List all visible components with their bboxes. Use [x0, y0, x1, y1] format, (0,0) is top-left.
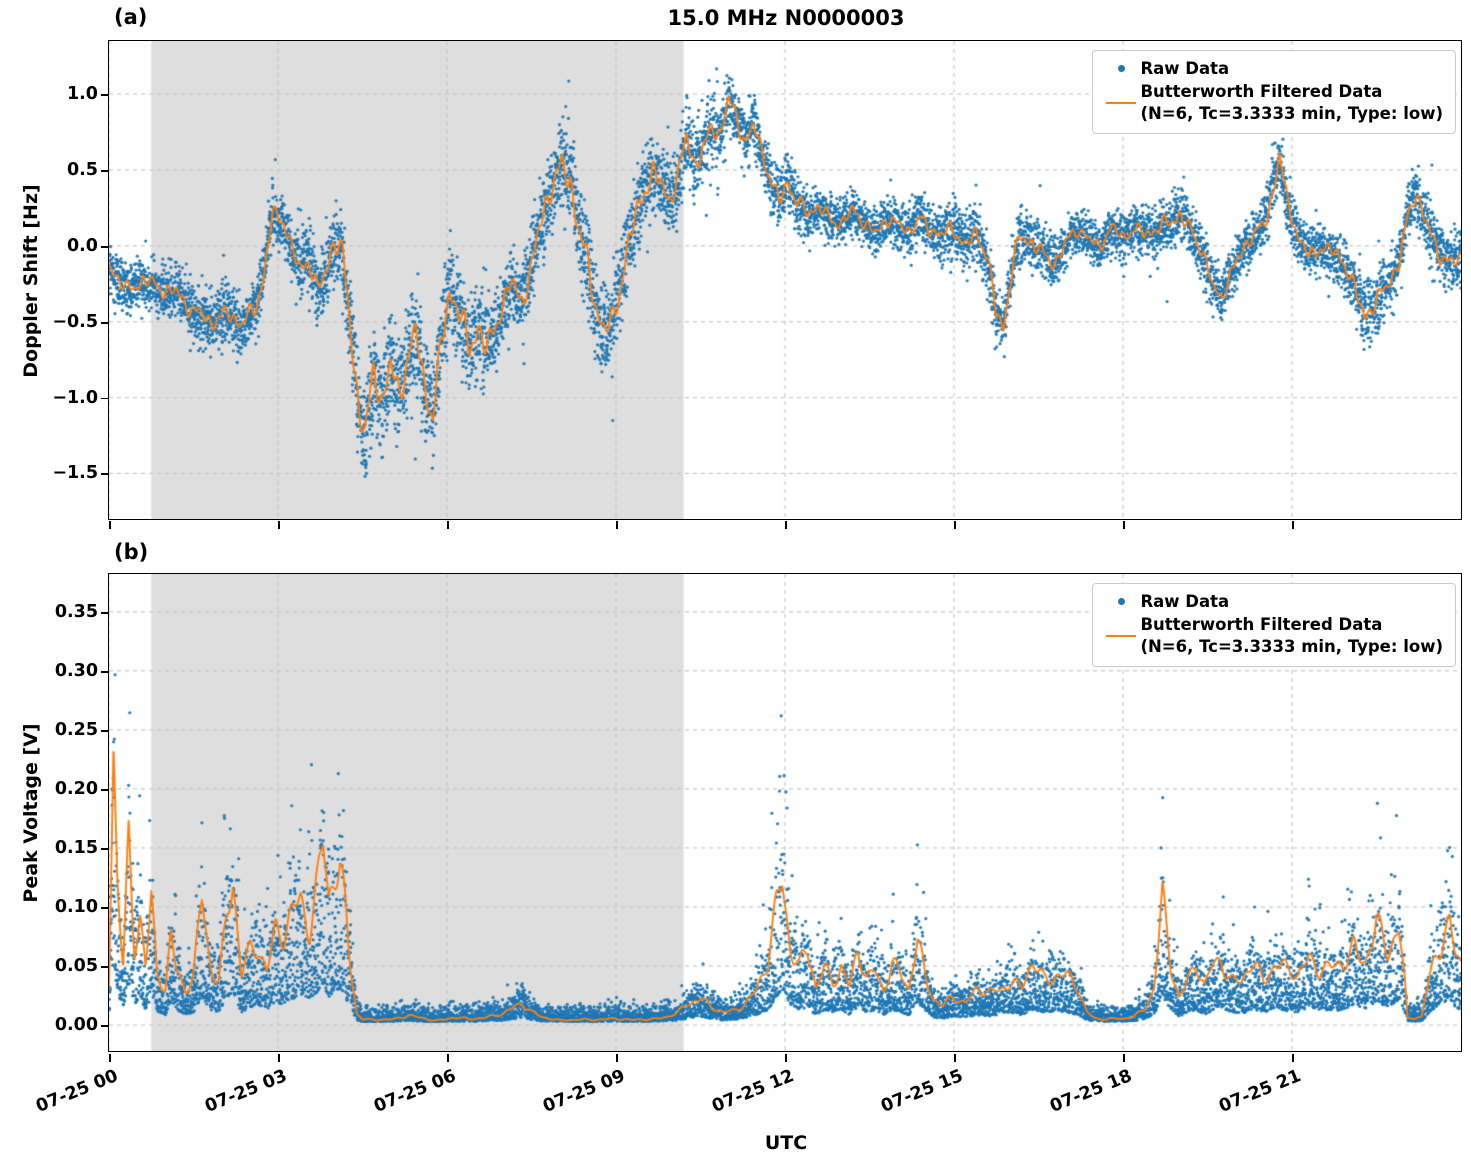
x-tick-mark [1123, 1054, 1125, 1062]
y-tick-label: 0.05 [54, 955, 98, 976]
legend-filtered-label: Butterworth Filtered Data [1140, 615, 1383, 635]
y-tick-label: 0.5 [66, 159, 98, 180]
y-tick-label: 0.15 [54, 837, 98, 858]
x-tick-label: 07-25 06 [370, 1066, 459, 1117]
legend-marker-cell [1102, 634, 1140, 638]
legend-raw-label: Raw Data [1140, 59, 1230, 78]
x-tick-mark [616, 521, 618, 529]
x-tick-mark [785, 1054, 787, 1062]
y-tick-label: 0.30 [54, 660, 98, 681]
legend-filtered-sublabel: (N=6, Tc=3.3333 min, Type: low) [1140, 103, 1443, 123]
legend-entry-raw: Raw Data [1102, 591, 1443, 612]
raw-data-marker-icon [1117, 65, 1125, 73]
x-tick-mark [1123, 521, 1125, 529]
y-tick-label: 0.25 [54, 719, 98, 740]
y-tick-label: 0.10 [54, 896, 98, 917]
x-tick-mark [616, 1054, 618, 1062]
x-tick-mark [278, 1054, 280, 1062]
legend-filtered-label: Butterworth Filtered Data [1140, 82, 1383, 102]
legend-marker-cell [1102, 598, 1140, 606]
x-tick-label: 07-25 21 [1215, 1066, 1304, 1117]
y-tick-mark [101, 473, 109, 476]
filtered-data-marker-icon [1106, 634, 1137, 638]
legend-marker-cell [1102, 65, 1140, 73]
x-tick-label: 07-25 15 [877, 1066, 966, 1117]
y-tick-label: 0.00 [54, 1015, 98, 1036]
legend-entry-raw: Raw Data [1102, 58, 1443, 79]
y-tick-mark [101, 169, 109, 172]
y-tick-label: −0.5 [52, 311, 98, 332]
y-tick-label: 1.0 [66, 84, 98, 105]
chart-title: 15.0 MHz N0000003 [667, 6, 905, 30]
y-tick-mark [101, 94, 109, 96]
x-tick-label: 07-25 18 [1046, 1066, 1135, 1117]
y-tick-mark [101, 245, 109, 248]
x-tick-mark [1292, 1054, 1294, 1062]
legend-doppler: Raw Data Butterworth Filtered Data (N=6,… [1092, 50, 1456, 135]
y-tick-mark [101, 321, 109, 324]
legend-entry-filtered: Butterworth Filtered Data (N=6, Tc=3.333… [1102, 614, 1443, 657]
y-tick-label: 0.20 [54, 778, 98, 799]
filtered-data-marker-icon [1106, 101, 1137, 105]
legend-raw-label: Raw Data [1140, 592, 1230, 611]
legend-voltage: Raw Data Butterworth Filtered Data (N=6,… [1092, 583, 1456, 668]
y-tick-label: 0.35 [54, 601, 98, 622]
y-tick-mark [101, 906, 109, 909]
y-tick-mark [101, 729, 109, 732]
y-axis-label-voltage: Peak Voltage [V] [20, 723, 42, 903]
x-tick-mark [954, 521, 956, 529]
panel-label-a: (a) [114, 5, 148, 29]
y-tick-mark [101, 397, 109, 400]
panel-label-b: (b) [114, 540, 149, 564]
x-tick-label: 07-25 12 [708, 1066, 797, 1117]
x-tick-mark [109, 521, 111, 529]
x-tick-label: 07-25 00 [32, 1066, 121, 1117]
x-tick-mark [785, 521, 787, 529]
y-tick-label: 0.0 [66, 235, 98, 256]
y-tick-mark [101, 670, 109, 673]
y-axis-label-doppler: Doppler Shift [Hz] [20, 184, 42, 378]
legend-marker-cell [1102, 101, 1140, 105]
legend-filtered-sublabel: (N=6, Tc=3.3333 min, Type: low) [1140, 636, 1443, 656]
x-tick-label: 07-25 03 [201, 1066, 290, 1117]
x-tick-mark [447, 1054, 449, 1062]
y-tick-mark [101, 611, 109, 614]
y-tick-mark [101, 1025, 109, 1027]
y-tick-label: −1.5 [52, 463, 98, 484]
y-tick-mark [101, 847, 109, 850]
x-axis-label: UTC [764, 1132, 808, 1154]
y-tick-label: −1.0 [52, 387, 98, 408]
y-tick-mark [101, 788, 109, 791]
legend-entry-filtered: Butterworth Filtered Data (N=6, Tc=3.333… [1102, 81, 1443, 124]
x-tick-mark [447, 521, 449, 529]
y-tick-mark [101, 965, 109, 968]
raw-data-marker-icon [1117, 598, 1125, 606]
x-tick-mark [278, 521, 280, 529]
x-tick-mark [1292, 521, 1294, 529]
x-tick-mark [954, 1054, 956, 1062]
x-tick-label: 07-25 09 [539, 1066, 628, 1117]
x-tick-mark [109, 1054, 111, 1062]
